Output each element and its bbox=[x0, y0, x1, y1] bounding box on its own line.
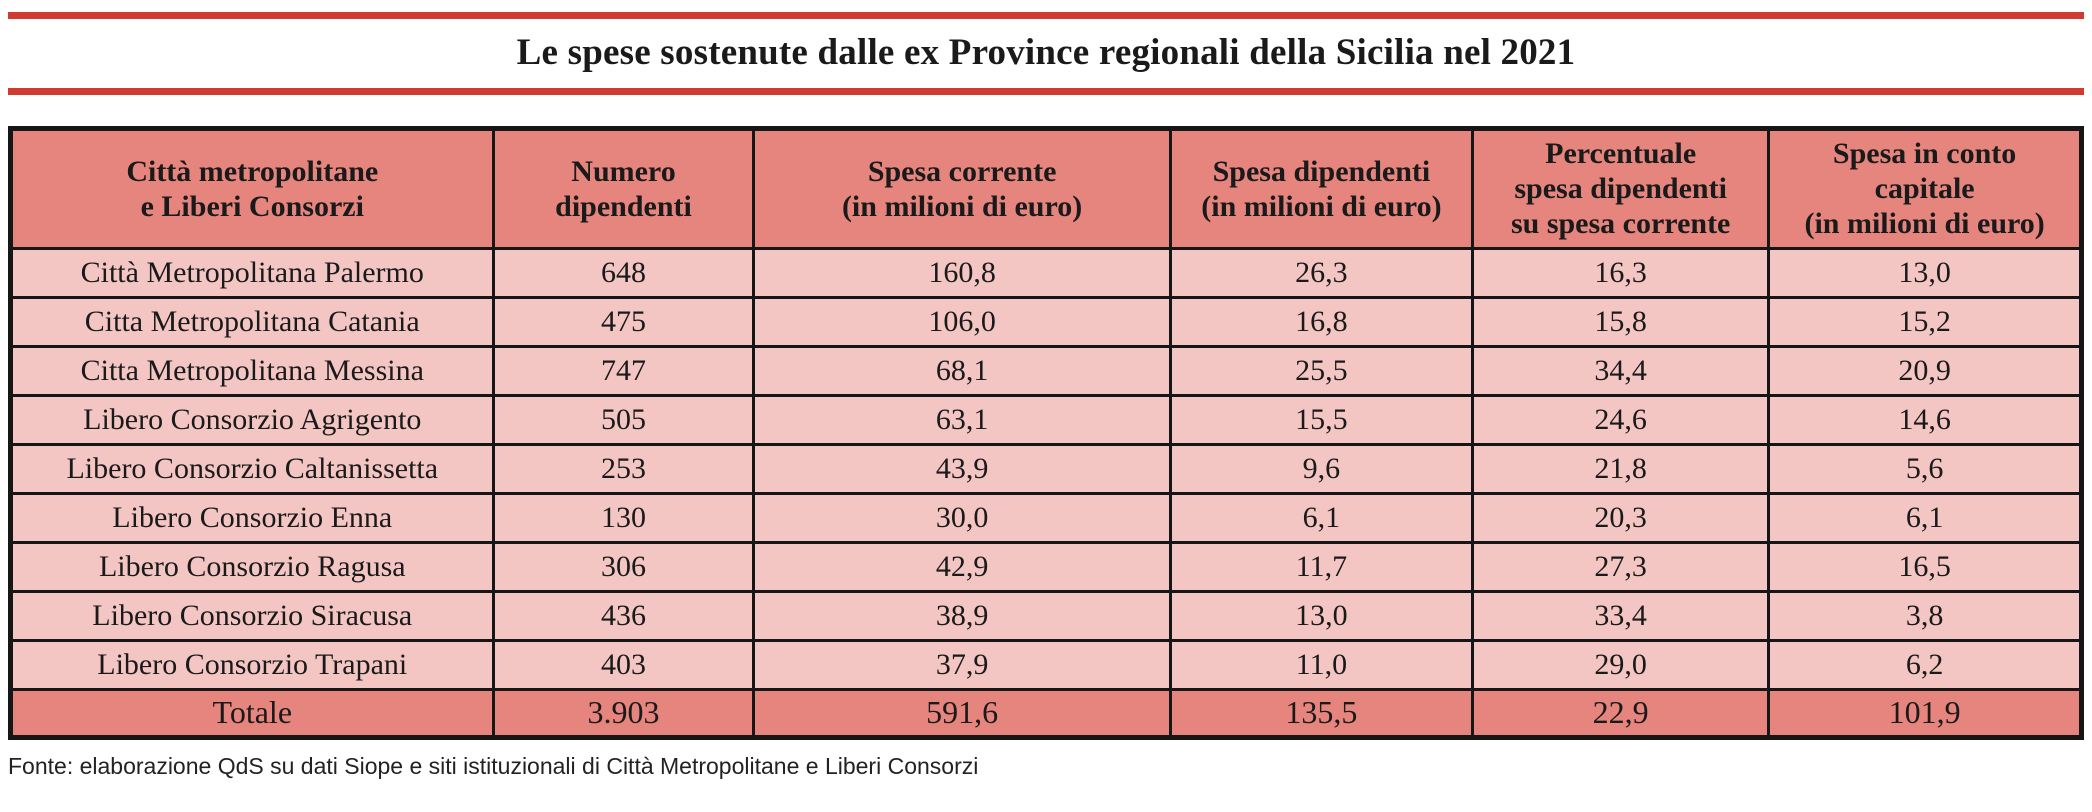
value-cell: 14,6 bbox=[1767, 393, 2083, 446]
entity-name-cell: Libero Consorzio Ragusa bbox=[9, 540, 495, 593]
value-cell: 27,3 bbox=[1471, 540, 1771, 593]
expenses-table: Città metropolitane e Liberi Consorzi Num… bbox=[8, 125, 2084, 740]
value-cell: 20,9 bbox=[1767, 344, 2083, 397]
value-cell: 63,1 bbox=[752, 393, 1172, 446]
value-cell: 160,8 bbox=[752, 246, 1172, 299]
value-cell: 6,1 bbox=[1168, 491, 1475, 544]
value-cell: 436 bbox=[491, 589, 756, 642]
title-bottom-red-rule bbox=[8, 87, 2084, 95]
value-cell: 253 bbox=[491, 442, 756, 495]
value-cell: 403 bbox=[491, 638, 756, 691]
value-cell: 33,4 bbox=[1471, 589, 1771, 642]
value-cell: 130 bbox=[491, 491, 756, 544]
value-cell: 6,2 bbox=[1767, 638, 2083, 691]
column-header: Città metropolitane e Liberi Consorzi bbox=[9, 126, 495, 250]
value-cell: 13,0 bbox=[1767, 246, 2083, 299]
source-note: Fonte: elaborazione QdS su dati Siope e … bbox=[8, 752, 979, 779]
value-cell: 11,0 bbox=[1168, 638, 1475, 691]
entity-name-cell: Citta Metropolitana Messina bbox=[9, 344, 495, 397]
table-row: Citta Metropolitana Catania 475 106,0 16,8 1… bbox=[9, 295, 2083, 348]
entity-name-cell: Libero Consorzio Trapani bbox=[9, 638, 495, 691]
table-row: Città Metropolitana Palermo 648 160,8 26,3 1… bbox=[9, 246, 2083, 299]
value-cell: 29,0 bbox=[1471, 638, 1771, 691]
value-cell: 37,9 bbox=[752, 638, 1172, 691]
table-body: Città Metropolitana Palermo 648 160,8 26,3 1… bbox=[9, 246, 2083, 691]
header-row: Città metropolitane e Liberi Consorzi Num… bbox=[9, 126, 2083, 250]
value-cell: 24,6 bbox=[1471, 393, 1771, 446]
total-label-cell: Totale bbox=[9, 687, 495, 739]
entity-name-cell: Libero Consorzio Caltanissetta bbox=[9, 442, 495, 495]
value-cell: 11,7 bbox=[1168, 540, 1475, 593]
entity-name-cell: Libero Consorzio Siracusa bbox=[9, 589, 495, 642]
value-cell: 106,0 bbox=[752, 295, 1172, 348]
value-cell: 42,9 bbox=[752, 540, 1172, 593]
entity-name-cell: Citta Metropolitana Catania bbox=[9, 295, 495, 348]
entity-name-cell: Libero Consorzio Agrigento bbox=[9, 393, 495, 446]
value-cell: 505 bbox=[491, 393, 756, 446]
table-row: Libero Consorzio Agrigento 505 63,1 15,5 24,… bbox=[9, 393, 2083, 446]
value-cell: 68,1 bbox=[752, 344, 1172, 397]
page-title: Le spese sostenute dalle ex Province reg… bbox=[516, 32, 1576, 73]
value-cell: 15,2 bbox=[1767, 295, 2083, 348]
value-cell: 747 bbox=[491, 344, 756, 397]
value-cell: 20,3 bbox=[1471, 491, 1771, 544]
table-row: Citta Metropolitana Messina 747 68,1 25,5 34… bbox=[9, 344, 2083, 397]
column-header: Spesa corrente (in milioni di euro) bbox=[752, 126, 1172, 250]
value-cell: 6,1 bbox=[1767, 491, 2083, 544]
value-cell: 3,8 bbox=[1767, 589, 2083, 642]
value-cell: 16,8 bbox=[1168, 295, 1475, 348]
value-cell: 15,8 bbox=[1471, 295, 1771, 348]
column-header: Spesa dipendenti (in milioni di euro) bbox=[1168, 126, 1475, 250]
table-row: Libero Consorzio Ragusa 306 42,9 11,7 27,3 16… bbox=[9, 540, 2083, 593]
value-cell: 9,6 bbox=[1168, 442, 1475, 495]
table-row: Libero Consorzio Enna 130 30,0 6,1 20,3 6,1 bbox=[9, 491, 2083, 544]
value-cell: 43,9 bbox=[752, 442, 1172, 495]
infographic-page: Le spese sostenute dalle ex Province reg… bbox=[0, 12, 2092, 780]
table-footer: Totale 3.903 591,6 135,5 22,9 101,9 bbox=[9, 687, 2083, 739]
total-value-cell: 591,6 bbox=[752, 687, 1172, 739]
value-cell: 475 bbox=[491, 295, 756, 348]
value-cell: 21,8 bbox=[1471, 442, 1771, 495]
top-red-rule bbox=[8, 12, 2084, 19]
entity-name-cell: Città Metropolitana Palermo bbox=[9, 246, 495, 299]
total-value-cell: 3.903 bbox=[491, 687, 756, 739]
value-cell: 648 bbox=[491, 246, 756, 299]
total-value-cell: 101,9 bbox=[1767, 687, 2083, 739]
value-cell: 5,6 bbox=[1767, 442, 2083, 495]
table-row: Libero Consorzio Caltanissetta 253 43,9 9,6… bbox=[9, 442, 2083, 495]
total-row: Totale 3.903 591,6 135,5 22,9 101,9 bbox=[9, 687, 2083, 739]
value-cell: 15,5 bbox=[1168, 393, 1475, 446]
value-cell: 30,0 bbox=[752, 491, 1172, 544]
table-row: Libero Consorzio Trapani 403 37,9 11,0 29,0 6… bbox=[9, 638, 2083, 691]
value-cell: 38,9 bbox=[752, 589, 1172, 642]
entity-name-cell: Libero Consorzio Enna bbox=[9, 491, 495, 544]
value-cell: 34,4 bbox=[1471, 344, 1771, 397]
total-value-cell: 22,9 bbox=[1471, 687, 1771, 739]
value-cell: 16,3 bbox=[1471, 246, 1771, 299]
column-header: Spesa in conto capitale (in milioni di e… bbox=[1767, 126, 2083, 250]
value-cell: 13,0 bbox=[1168, 589, 1475, 642]
value-cell: 306 bbox=[491, 540, 756, 593]
total-value-cell: 135,5 bbox=[1168, 687, 1475, 739]
table-header: Città metropolitane e Liberi Consorzi Num… bbox=[9, 126, 2083, 250]
value-cell: 16,5 bbox=[1767, 540, 2083, 593]
value-cell: 25,5 bbox=[1168, 344, 1475, 397]
value-cell: 26,3 bbox=[1168, 246, 1475, 299]
column-header: Percentuale spesa dipendenti su spesa co… bbox=[1471, 126, 1771, 250]
table-row: Libero Consorzio Siracusa 436 38,9 13,0 33,4… bbox=[9, 589, 2083, 642]
column-header: Numero dipendenti bbox=[491, 126, 756, 250]
